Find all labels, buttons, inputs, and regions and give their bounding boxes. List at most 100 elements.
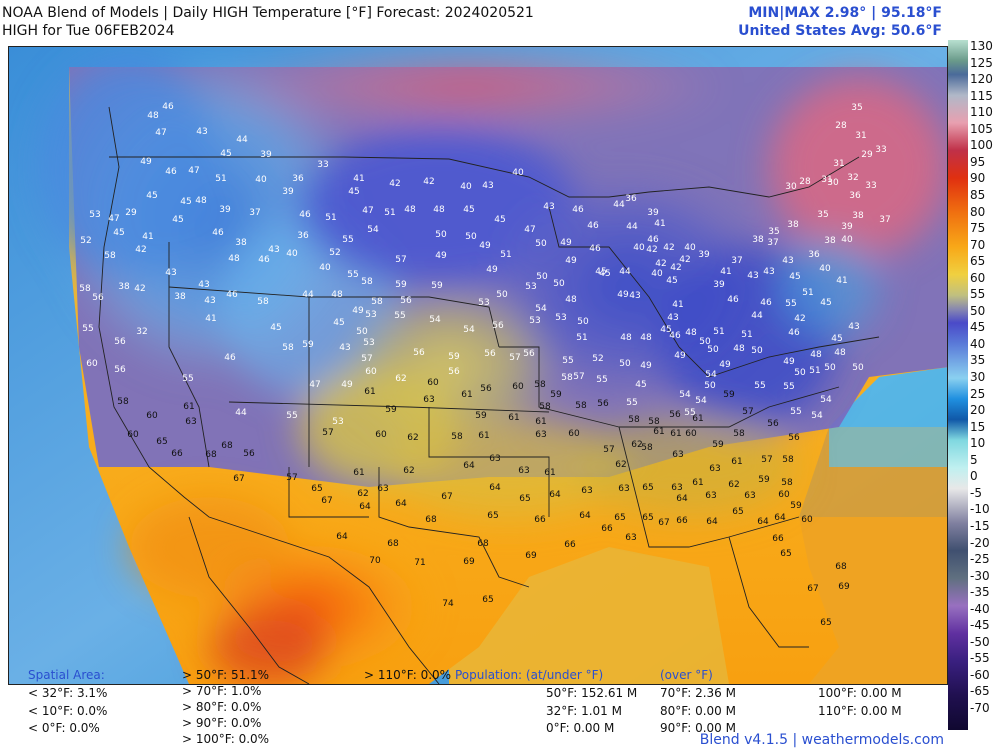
temperature-label: 63: [423, 395, 434, 405]
temperature-label: 50: [619, 359, 631, 369]
temperature-label: 61: [544, 468, 555, 478]
temperature-label: 47: [108, 214, 119, 224]
temperature-label: 46: [224, 353, 236, 363]
temperature-label: 36: [808, 250, 820, 260]
colorbar-label: 55: [970, 287, 986, 302]
stat-over-110: > 110°F: 0.0%: [364, 668, 452, 682]
temperature-label: 56: [767, 419, 779, 429]
temperature-label: 57: [742, 407, 753, 417]
temperature-label: 38: [824, 236, 836, 246]
colorbar-label: 25: [970, 386, 986, 401]
temperature-label: 47: [524, 225, 535, 235]
temperature-label: 50: [707, 345, 719, 355]
temperature-label: 46: [669, 331, 681, 341]
temperature-label: 50: [794, 368, 806, 378]
temperature-label: 59: [723, 390, 735, 400]
temperature-label: 74: [442, 599, 454, 609]
colorbar-label: -10: [970, 502, 990, 517]
temperature-label: 31: [821, 175, 832, 185]
temperature-label: 64: [395, 499, 407, 509]
temperature-label: 58: [561, 373, 573, 383]
temperature-label: 63: [489, 454, 500, 464]
temperature-label: 68: [477, 539, 489, 549]
temperature-label: 63: [672, 450, 683, 460]
temperature-label: 41: [205, 314, 216, 324]
colorbar-label: 130: [970, 39, 993, 53]
temperature-label: 45: [831, 334, 842, 344]
temperature-label: 42: [135, 245, 146, 255]
temperature-label: 33: [865, 181, 876, 191]
temperature-label: 57: [603, 445, 614, 455]
temperature-label: 51: [384, 208, 395, 218]
temperature-label: 54: [705, 370, 717, 380]
temperature-label: 55: [783, 382, 794, 392]
temperature-label: 69: [463, 557, 475, 567]
temperature-label: 63: [518, 466, 529, 476]
temperature-label: 45: [180, 197, 191, 207]
temperature-label: 67: [807, 584, 818, 594]
temperature-label: 65: [820, 618, 831, 628]
temperature-label: 65: [614, 513, 625, 523]
temperature-label: 51: [802, 288, 813, 298]
temperature-label: 56: [114, 337, 126, 347]
pop-0: 0°F: 0.00 M: [546, 721, 615, 735]
temperature-label: 59: [431, 281, 443, 291]
temperature-label: 30: [827, 178, 839, 188]
temperature-label: 45: [820, 298, 831, 308]
temperature-label: 67: [441, 492, 452, 502]
temperature-label: 58: [117, 397, 129, 407]
temperature-label: 46: [165, 167, 177, 177]
temperature-label: 56: [669, 410, 681, 420]
temperature-label: 61: [692, 414, 703, 424]
temperature-label: 55: [754, 381, 765, 391]
stat-over-70: > 70°F: 1.0%: [182, 684, 262, 698]
temperature-label: 54: [820, 395, 832, 405]
temperature-label: 51: [500, 250, 511, 260]
temperature-label: 63: [377, 484, 388, 494]
temperature-label: 40: [512, 168, 524, 178]
temperature-label: 40: [633, 243, 645, 253]
temperature-label: 58: [641, 443, 653, 453]
colorbar-label: 110: [970, 105, 993, 120]
temperature-label: 43: [747, 271, 758, 281]
population-title: Population: (at/under °F): [455, 668, 604, 682]
colorbar-label: -60: [970, 667, 990, 682]
colorbar-label: -25: [970, 552, 990, 567]
temperature-label: 48: [565, 295, 577, 305]
temperature-label: 48: [228, 254, 240, 264]
temperature-label: 43: [198, 280, 209, 290]
temperature-label: 49: [674, 351, 686, 361]
temperature-label: 58: [575, 401, 587, 411]
temperature-label: 62: [615, 460, 626, 470]
temperature-label: 54: [429, 315, 441, 325]
pop-32: 32°F: 1.01 M: [546, 704, 622, 718]
temperature-label: 71: [414, 558, 425, 568]
colorbar-label: 5: [970, 452, 978, 467]
colorbar-label: 50: [970, 303, 986, 318]
temperature-label: 64: [489, 483, 501, 493]
temperature-label: 45: [789, 272, 800, 282]
temperature-label: 57: [761, 455, 772, 465]
temperature-label: 42: [663, 243, 674, 253]
temperature-label: 59: [790, 501, 802, 511]
temperature-label: 44: [619, 267, 631, 277]
temperature-label: 50: [465, 232, 477, 242]
temperature-label: 63: [705, 491, 716, 501]
temperature-label: 39: [282, 187, 294, 197]
temperature-label: 58: [104, 251, 116, 261]
temperature-label: 44: [236, 135, 248, 145]
temperature-label: 36: [292, 174, 304, 184]
temperature-label: 60: [146, 411, 158, 421]
us-average-readout: United States Avg: 50.6°F: [738, 23, 942, 39]
temperature-label: 39: [698, 250, 710, 260]
temperature-label: 59: [448, 352, 460, 362]
temperature-label: 42: [134, 284, 145, 294]
temperature-label: 33: [875, 145, 886, 155]
temperature-label: 53: [555, 313, 566, 323]
colorbar-label: 60: [970, 270, 986, 285]
temperature-label: 40: [460, 182, 472, 192]
temperature-label: 61: [535, 417, 546, 427]
temperature-label: 42: [423, 177, 434, 187]
colorbar-label: -15: [970, 518, 990, 533]
temperature-label: 42: [389, 179, 400, 189]
